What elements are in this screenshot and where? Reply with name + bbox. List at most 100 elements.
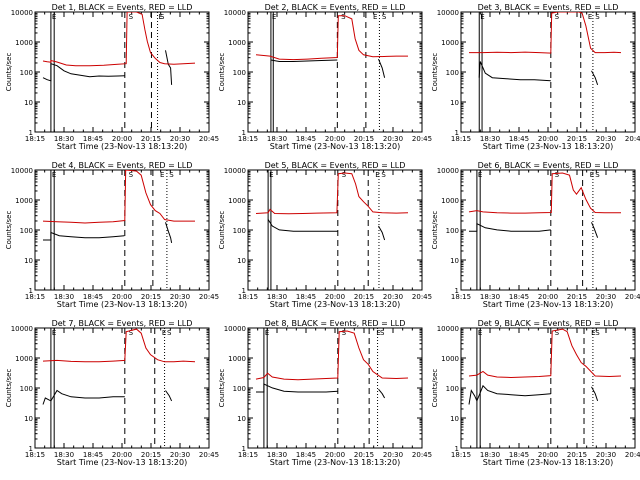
x-tick-label: 20:15 [567,293,587,301]
x-axis-label: Start Time (23-Nov-13 18:13:20) [270,458,400,467]
x-tick-label: 20:00 [538,451,558,459]
x-axis-label: Start Time (23-Nov-13 18:13:20) [57,142,187,151]
x-tick-label: 20:30 [383,293,403,301]
lld-series-line [42,12,196,67]
events-series-line [43,222,173,243]
x-tick-label: 20:15 [141,135,161,143]
plot-frame [460,11,636,133]
y-tick-label: 10 [237,99,246,107]
x-tick-label: 18:45 [296,451,316,459]
x-tick-label: 20:00 [538,293,558,301]
plot-frame [460,327,636,449]
series-group [42,12,196,85]
x-tick-label: 18:45 [509,135,529,143]
events-series-line [469,222,599,238]
chart-title: Det 7, BLACK = Events, RED = LLD [52,319,193,328]
y-tick-label: 1000 [15,39,33,47]
saa-label: S [595,13,600,21]
y-tick-label: 100 [446,227,459,235]
saa-label: S [342,329,347,337]
y-tick-label: 1000 [228,39,246,47]
x-tick-label: 20:30 [170,135,190,143]
x-tick-label: 20:00 [112,451,132,459]
x-tick-label: 18:45 [509,451,529,459]
x-tick-label: 18:30 [267,293,287,301]
series-group [468,172,621,238]
y-tick-label: 1000 [228,355,246,363]
saa-label: E [160,171,164,179]
y-tick-label: 10 [237,415,246,423]
y-tick-label: 100 [233,385,246,393]
saa-label: E [52,13,56,21]
chart-panel-7: Det 7, BLACK = Events, RED = LLD Start Ti… [5,319,219,467]
saa-label: S [129,171,134,179]
saa-label: S [595,171,600,179]
x-tick-label: 20:15 [567,451,587,459]
x-tick-label: 20:45 [412,293,432,301]
y-tick-label: 100 [20,69,33,77]
x-tick-label: 18:15 [25,293,45,301]
x-tick-label: 18:45 [509,293,529,301]
plot-frame [247,169,423,291]
y-tick-label: 10000 [437,9,459,17]
x-tick-label: 18:45 [83,451,103,459]
saa-label: E [591,329,595,337]
x-tick-label: 18:45 [296,135,316,143]
chart-panel-5: Det 5, BLACK = Events, RED = LLD Start Ti… [218,161,432,309]
saa-label: E [269,171,273,179]
y-tick-label: 1 [455,129,459,137]
x-tick-label: 20:30 [383,135,403,143]
x-tick-label: 18:30 [54,451,74,459]
y-tick-label: 10000 [11,9,33,17]
x-tick-label: 20:00 [325,451,345,459]
x-tick-label: 20:00 [112,293,132,301]
x-tick-label: 18:30 [480,293,500,301]
x-tick-label: 20:45 [199,293,219,301]
x-tick-label: 20:30 [170,293,190,301]
events-series-line [270,58,386,78]
x-tick-label: 20:15 [141,293,161,301]
chart-title: Det 3, BLACK = Events, RED = LLD [478,3,619,12]
y-tick-label: 10000 [224,167,246,175]
y-tick-label: 100 [20,385,33,393]
y-tick-label: 100 [446,69,459,77]
saa-label: S [555,171,560,179]
x-tick-label: 18:15 [238,135,258,143]
y-axis-label: Counts/sec [218,369,226,408]
x-tick-label: 18:15 [238,293,258,301]
series-group [42,328,196,405]
saa-label: E [373,13,377,21]
y-tick-label: 1 [242,445,246,453]
x-tick-label: 18:30 [54,135,74,143]
y-tick-label: 10 [450,415,459,423]
x-tick-label: 20:00 [325,293,345,301]
y-tick-label: 1 [29,445,33,453]
saa-label: S [381,171,386,179]
events-series-line [478,61,599,86]
chart-title: Det 8, BLACK = Events, RED = LLD [265,319,406,328]
x-axis-label: Start Time (23-Nov-13 18:13:20) [483,300,613,309]
lld-series-line [42,170,195,224]
saa-label: E [159,13,163,21]
events-series-line [42,50,173,85]
chart-panel-8: Det 8, BLACK = Events, RED = LLD Start Ti… [218,319,432,467]
y-tick-label: 10000 [437,167,459,175]
series-group [468,328,622,405]
x-tick-label: 18:45 [296,293,316,301]
y-tick-label: 1000 [441,197,459,205]
chart-panel-3: Det 3, BLACK = Events, RED = LLD Start Ti… [431,3,640,151]
y-tick-label: 1000 [441,39,459,47]
lld-series-line [468,328,622,379]
y-tick-label: 1 [455,287,459,295]
y-axis-label: Counts/sec [5,53,13,92]
x-tick-label: 18:15 [451,293,471,301]
chart-title: Det 6, BLACK = Events, RED = LLD [478,161,619,170]
chart-panel-1: Det 1, BLACK = Events, RED = LLD Start Ti… [5,3,219,151]
y-tick-label: 100 [233,227,246,235]
x-tick-label: 20:15 [141,451,161,459]
y-tick-label: 10000 [437,325,459,333]
series-group [255,172,409,241]
x-axis-label: Start Time (23-Nov-13 18:13:20) [483,142,613,151]
saa-label: S [380,329,385,337]
chart-panel-6: Det 6, BLACK = Events, RED = LLD Start Ti… [431,161,640,309]
